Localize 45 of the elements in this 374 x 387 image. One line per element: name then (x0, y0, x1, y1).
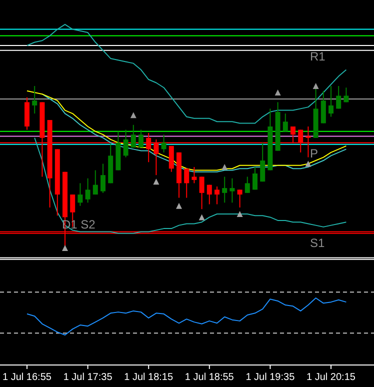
x-tick-label: 1 Jul 20:15 (306, 372, 356, 383)
candlestick (260, 142, 266, 182)
point (274, 89, 281, 96)
candlestick (320, 90, 326, 124)
point (62, 245, 68, 251)
candlestick (78, 182, 83, 206)
x-tick-label: 1 Jul 17:35 (63, 372, 113, 383)
candlestick (222, 176, 228, 204)
x-tick-label: 1 Jul 18:55 (184, 372, 234, 383)
candlestick (252, 166, 258, 190)
candlestick (123, 129, 128, 158)
point (130, 112, 136, 118)
candlestick (336, 86, 342, 110)
point (236, 210, 243, 217)
point (176, 202, 182, 209)
candlestick (230, 178, 235, 204)
point (153, 178, 160, 185)
candlestick (168, 145, 174, 172)
ref-line-label: R1 (310, 50, 326, 64)
candlestick (237, 189, 242, 208)
candlestick (328, 86, 334, 118)
candlestick (32, 86, 38, 114)
point (312, 83, 319, 89)
x-tick-label: 1 Jul 16:55 (2, 372, 52, 383)
candlestick (130, 124, 136, 148)
candlestick (138, 129, 144, 148)
candlestick (184, 168, 190, 198)
candlestick (206, 184, 212, 205)
candlestick (244, 176, 250, 194)
x-tick-label: 1 Jul 18:15 (124, 372, 174, 383)
point (222, 164, 228, 170)
candlestick (92, 170, 98, 196)
candlestick (192, 166, 197, 184)
candlestick (282, 113, 288, 132)
point (305, 160, 312, 167)
candlestick (199, 176, 204, 210)
candlestick (161, 134, 166, 153)
point (198, 214, 205, 220)
candlestick (85, 178, 90, 204)
x-tick-label: 1 Jul 19:35 (246, 372, 296, 383)
ref-line-label: P (310, 146, 318, 161)
candlestick (344, 87, 349, 103)
candlestick (100, 163, 106, 194)
ref-line-label: S1 (310, 236, 326, 250)
candlestick (214, 186, 220, 205)
